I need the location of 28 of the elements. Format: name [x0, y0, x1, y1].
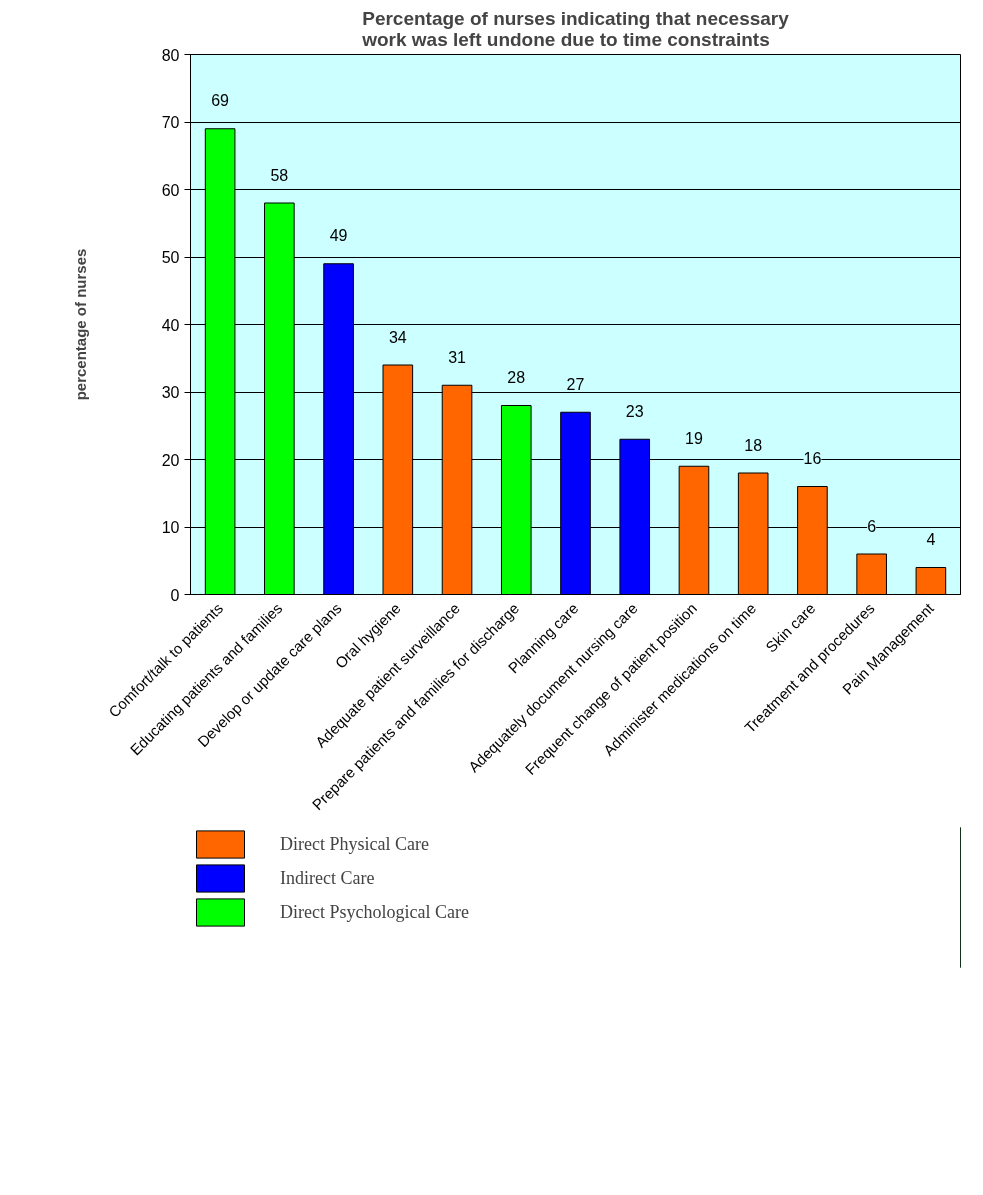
data-label: 69: [211, 92, 230, 110]
chart-title: Percentage of nurses indicating that necessary work was left undone due to time constraints: [361, 7, 790, 50]
data-label: 31: [448, 348, 467, 366]
legend-label: Indirect Care: [280, 867, 375, 889]
data-label: 23: [625, 402, 644, 420]
y-tick-label: 30: [161, 384, 180, 401]
y-tick-label: 50: [161, 249, 180, 266]
y-tick-label: 80: [161, 46, 180, 64]
data-label: 27: [566, 375, 585, 393]
data-label: 16: [803, 450, 822, 468]
data-label: 4: [926, 531, 936, 549]
data-label: 49: [329, 227, 348, 245]
x-tick-label: Skin care: [762, 599, 819, 656]
legend-label: Direct Physical Care: [280, 833, 429, 855]
data-label: 34: [388, 328, 407, 346]
y-axis-title: percentage of nurses: [71, 248, 89, 401]
data-label: 58: [270, 166, 289, 184]
y-tick-label: 0: [170, 586, 180, 604]
y-tick-label: 40: [161, 316, 180, 334]
y-tick-label: 20: [161, 451, 180, 469]
data-label: 28: [507, 369, 526, 387]
y-tick-label: 10: [161, 519, 180, 536]
data-label: 6: [867, 517, 877, 535]
data-label: 18: [744, 436, 763, 454]
y-tick-label: 60: [161, 181, 180, 199]
y-tick-label: 70: [161, 114, 180, 131]
data-label: 19: [685, 429, 703, 447]
legend-label: Direct Psychological Care: [280, 901, 469, 923]
